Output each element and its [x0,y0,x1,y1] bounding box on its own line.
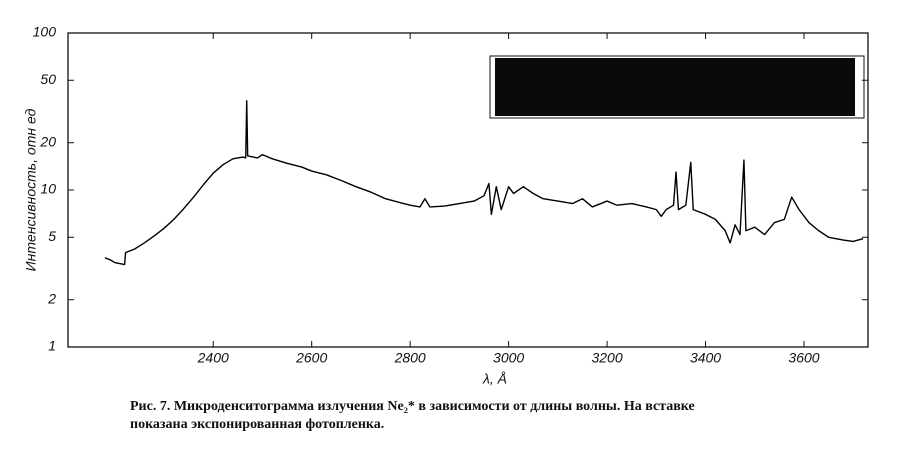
y-tick-label: 20 [39,133,56,149]
inset-frame [489,55,865,119]
y-tick-label: 50 [40,71,56,87]
y-tick-label: 2 [47,290,56,306]
caption: Рис. 7. Микроденситограмма излучения Ne₂… [130,399,695,432]
y-tick-label: 1 [48,338,56,354]
inset-film [495,58,855,116]
y-tick-label: 100 [33,24,57,40]
x-tick-label: 3000 [493,350,524,366]
chart: λ, Å Интенсивность, отн ед 100 50 20 10 5 2 1 2… [23,24,869,387]
x-tick-label: 2400 [197,350,229,366]
x-tick-label: 3600 [788,350,819,366]
x-axis-label: λ, Å [482,371,507,387]
y-axis-label: Интенсивность, отн ед [23,108,39,271]
x-tick-label: 2600 [295,350,327,366]
spectrum-line [104,100,864,266]
y-tick-label: 5 [48,228,56,244]
y-tick-label: 10 [40,181,56,197]
x-tick-label: 3400 [690,350,721,366]
x-tick-label: 2800 [394,350,426,366]
x-tick-label: 3200 [591,350,622,366]
